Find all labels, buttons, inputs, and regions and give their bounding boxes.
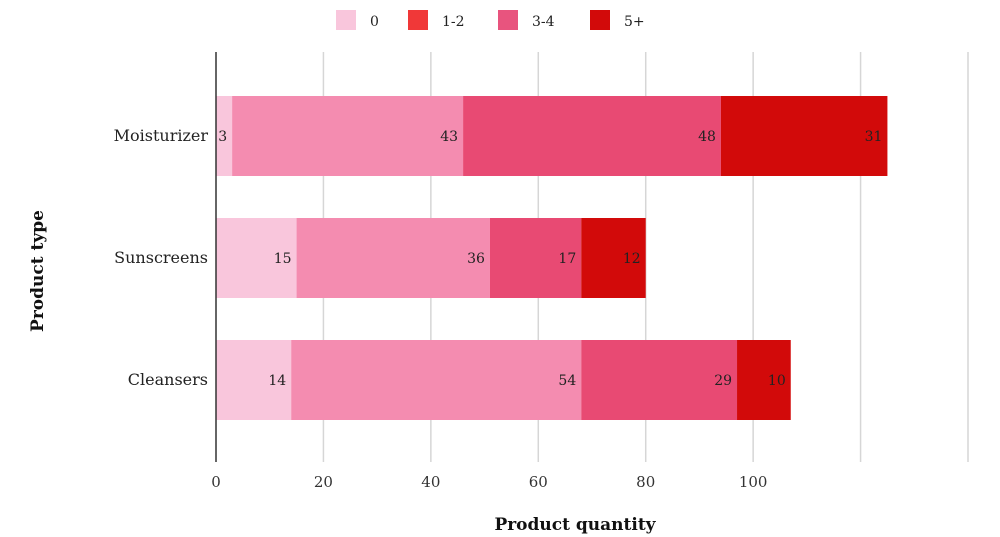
data-label: 29 [714,373,732,389]
x-tick-label: 60 [529,473,548,491]
bar-segment [216,218,297,298]
x-tick-label: 40 [421,473,440,491]
legend-label: 1-2 [442,14,465,30]
legend-label: 5+ [624,14,645,30]
legend-label: 3-4 [532,14,555,30]
x-tick-label: 100 [739,473,768,491]
bar-segment [720,96,888,176]
data-label: 15 [274,251,292,267]
category-label: Moisturizer [114,126,209,145]
data-label: 48 [698,129,716,145]
legend-swatch [498,10,518,30]
data-label: 54 [558,373,576,389]
x-tick-label: 0 [211,473,221,491]
bar-segment [291,340,582,420]
legend-swatch [590,10,610,30]
x-tick-label: 20 [314,473,333,491]
x-tick-label: 80 [636,473,655,491]
category-label: Cleansers [128,370,208,389]
bar-segment [232,96,464,176]
y-axis-title: Product type [28,210,48,332]
bar-segment [216,340,292,420]
data-label: 31 [865,129,883,145]
bar-segment [737,340,791,420]
bar-segment [581,218,646,298]
bar-segment [296,218,490,298]
x-tick-labels: 0 20 40 60 80 100 [211,473,767,491]
bar-segment [463,96,721,176]
bar-segment [489,218,582,298]
legend-label: 0 [370,14,379,30]
bar-segment [581,340,738,420]
data-label: 10 [768,373,786,389]
category-labels: Moisturizer Sunscreens Cleansers [114,126,209,389]
legend-swatch [408,10,428,30]
category-label: Sunscreens [114,248,208,267]
data-label: 43 [440,129,458,145]
bar-segment [216,96,233,176]
data-label: 12 [623,251,641,267]
bars: 3 43 48 31 15 36 17 12 14 54 29 10 [216,96,888,420]
data-label: 17 [558,251,576,267]
data-label: 14 [268,373,286,389]
data-label: 36 [467,251,485,267]
legend-swatch [336,10,356,30]
data-label: 3 [218,129,227,145]
legend: 0 1-2 3-4 5+ [336,10,645,30]
x-axis-title: Product quantity [494,515,656,535]
